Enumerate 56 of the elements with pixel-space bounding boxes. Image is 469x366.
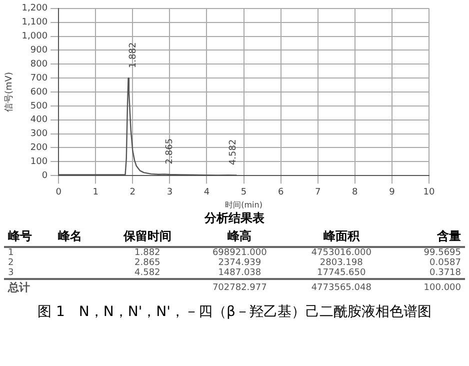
- y-tick-label: 700: [30, 73, 48, 84]
- category-label: 峰名: [54, 227, 104, 247]
- text: 99.5695: [424, 248, 461, 258]
- annotation: 2.865: [165, 138, 176, 164]
- text: 100.000: [424, 282, 461, 292]
- x-axis-title: 时间(min): [225, 200, 262, 210]
- text: 3: [8, 268, 14, 278]
- category-label: 峰号: [4, 227, 54, 247]
- annotation: 1.882: [128, 42, 139, 68]
- category-label: 含量: [394, 227, 465, 247]
- y-tick-label: 1,100: [22, 18, 48, 28]
- text: 2374.939: [218, 258, 262, 268]
- annotation: 4.582: [228, 139, 239, 166]
- x-tick-label: 7: [315, 187, 321, 198]
- y-tick-label: 1,000: [22, 32, 48, 42]
- text: 17745.650: [317, 268, 366, 278]
- category-label: 峰面积: [288, 227, 394, 247]
- text: 1.882: [134, 248, 160, 258]
- y-tick-label: 500: [30, 101, 48, 112]
- text: 4.582: [134, 268, 160, 278]
- y-tick-label: 0: [42, 170, 48, 181]
- y-tick-label: 600: [30, 87, 48, 98]
- y-tick-label: 900: [30, 46, 48, 56]
- text: 分析结果表: [203, 210, 266, 227]
- y-tick-label: 100: [30, 157, 48, 168]
- y-tick-label: 1,200: [22, 4, 48, 14]
- text: 0.3718: [430, 268, 461, 278]
- text: 0.0587: [430, 258, 461, 268]
- text: 1: [8, 248, 14, 258]
- x-tick-label: 1: [92, 187, 98, 198]
- x-tick-label: 8: [352, 187, 358, 198]
- x-tick-label: 9: [389, 187, 396, 198]
- text: 4773565.048: [311, 282, 372, 292]
- x-tick-label: 4: [204, 187, 210, 198]
- text: 2: [8, 258, 14, 268]
- text: 698921.000: [212, 248, 267, 258]
- y-tick-label: 200: [30, 143, 48, 154]
- text: 2.865: [134, 258, 160, 268]
- text: 702782.977: [212, 282, 267, 292]
- x-tick-label: 3: [166, 187, 173, 198]
- x-tick-label: 10: [423, 187, 435, 198]
- text: 1487.038: [218, 268, 262, 278]
- x-tick-label: 5: [240, 187, 247, 198]
- caption: 图 1 N，N，N'，N'，－四（β－羟乙基）己二酰胺液相色谱图: [36, 303, 432, 322]
- text: 总计: [8, 281, 30, 294]
- text: 2803.198: [320, 258, 363, 268]
- y-axis-title: 信号(mV): [4, 72, 15, 112]
- category-label: 峰高: [191, 227, 288, 247]
- text: 4753016.000: [311, 248, 372, 258]
- y-tick-label: 400: [30, 115, 48, 126]
- category-label: 保留时间: [104, 227, 192, 247]
- x-tick-label: 2: [130, 187, 136, 198]
- x-tick-label: 6: [278, 187, 284, 198]
- x-tick-label: 0: [56, 187, 62, 198]
- y-tick-label: 800: [30, 59, 48, 70]
- y-tick-label: 300: [30, 129, 48, 140]
